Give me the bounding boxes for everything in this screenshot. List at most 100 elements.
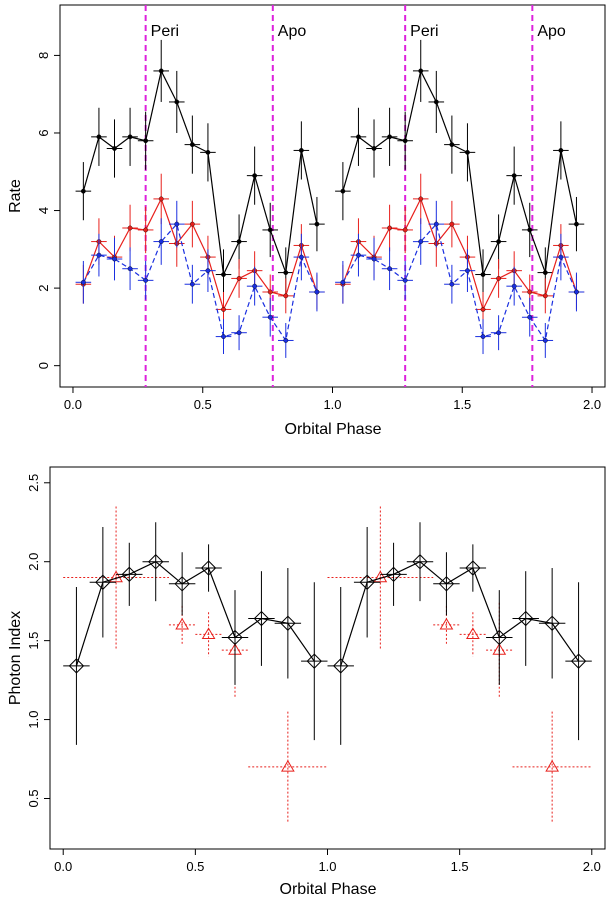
rate-x-tick-label: 0.5 <box>194 397 212 412</box>
photon-series-line <box>340 561 580 667</box>
rate-data-point <box>267 314 273 320</box>
rate-data-point <box>127 134 133 140</box>
rate-data-point <box>96 252 102 258</box>
rate-data-point <box>205 149 211 155</box>
rate-data-point <box>356 134 361 140</box>
rate-data-point <box>558 254 564 260</box>
rate-data-point <box>143 277 149 283</box>
rate-data-point <box>340 279 346 285</box>
rate-data-point <box>298 148 304 153</box>
rate-data-point <box>527 314 533 320</box>
rate-data-point <box>402 138 408 144</box>
rate-data-point <box>205 268 211 274</box>
photon-diamond-point <box>121 566 137 583</box>
rate-data-point <box>418 239 424 244</box>
rate-data-point <box>221 334 226 339</box>
phase-marker-label: Apo <box>278 23 307 40</box>
photon-diamond-point <box>438 576 455 592</box>
rate-data-point <box>80 188 86 194</box>
rate-data-point <box>496 276 501 281</box>
rate-data-point <box>542 293 548 299</box>
photon-x-tick-label: 0.5 <box>186 859 204 874</box>
rate-data-point <box>158 68 164 74</box>
rate-series-line <box>82 69 318 277</box>
photon-red-triangle-point <box>373 570 388 583</box>
rate-data-point <box>449 281 455 287</box>
rate-x-tick-label: 1.5 <box>453 397 471 412</box>
photon-y-axis-label: Photon Index <box>7 611 24 705</box>
rate-data-point <box>387 266 392 272</box>
rate-data-point <box>371 146 377 151</box>
rate-data-point <box>236 276 242 281</box>
rate-series-line <box>82 222 318 343</box>
rate-data-point <box>542 338 548 343</box>
rate-data-point <box>283 338 289 343</box>
photon-diamond-point <box>227 629 243 646</box>
photon-diamond-point <box>253 610 270 627</box>
rate-data-point <box>558 148 564 153</box>
rate-data-point <box>465 149 470 155</box>
rate-data-point <box>433 221 439 227</box>
photon-diamond-point <box>306 653 322 669</box>
rate-data-point <box>189 281 195 287</box>
photon-plot-frame <box>49 466 606 850</box>
photon-diamond-point <box>174 576 190 592</box>
rate-data-point <box>356 252 361 258</box>
rate-data-point <box>174 221 180 227</box>
rate-data-point <box>283 270 289 275</box>
rate-data-point <box>480 307 486 312</box>
rate-data-point <box>283 293 289 299</box>
rate-data-point <box>402 277 408 283</box>
photon-y-tick-label: 2.0 <box>26 553 41 571</box>
photon-y-tick-label: 1.5 <box>26 632 41 650</box>
rate-data-point <box>465 268 470 274</box>
rate-data-point <box>158 196 164 202</box>
photon-diamond-point <box>95 574 111 590</box>
photon-y-tick-label: 1.0 <box>26 711 41 729</box>
photon-red-triangle-point <box>465 627 480 640</box>
phase-marker-label: Peri <box>151 23 179 40</box>
photon-diamond-point <box>491 629 507 646</box>
phase-marker-label: Apo <box>537 23 566 40</box>
rate-data-point <box>314 221 320 227</box>
rate-data-point <box>189 142 195 148</box>
rate-data-point <box>189 221 195 227</box>
rate-data-point <box>433 99 439 105</box>
rate-x-tick-label: 1.0 <box>323 397 341 412</box>
photon-y-tick-label: 2.5 <box>26 474 41 492</box>
rate-data-point <box>511 283 517 289</box>
phase-marker-label: Peri <box>410 23 438 40</box>
rate-chart: Rate Orbital Phase 0.0 0.5 1.0 1.5 2.0 0 2 4 6 8… <box>7 4 606 438</box>
photon-diamond-point <box>544 615 560 631</box>
photon-diamond-point <box>148 554 164 570</box>
photon-diamond-point <box>359 574 375 590</box>
rate-data-point <box>418 68 424 74</box>
rate-data-point <box>236 239 242 244</box>
photon-x-tick-label: 2.0 <box>583 859 601 874</box>
photon-diamond-point <box>570 653 587 669</box>
photon-red-triangle-point <box>439 617 454 630</box>
rate-x-tick-label: 0.0 <box>64 397 82 412</box>
rate-data-point <box>387 134 392 140</box>
photon-diamond-point <box>385 566 402 583</box>
photon-red-triangle-point <box>280 759 295 772</box>
rate-data-point <box>574 221 579 227</box>
rate-data-point <box>96 134 102 140</box>
photon-red-triangle-point <box>109 570 123 583</box>
rate-data-point <box>574 289 579 295</box>
rate-data-point <box>298 254 304 260</box>
photon-x-tick-label: 1.5 <box>451 859 469 874</box>
rate-series-line <box>342 197 578 312</box>
rate-data-point <box>371 256 377 262</box>
photon-diamond-point <box>333 658 349 674</box>
rate-data-point <box>527 289 533 295</box>
rate-x-tick-label: 2.0 <box>583 397 601 412</box>
rate-data-point <box>252 173 258 179</box>
rate-data-point <box>221 272 226 277</box>
photon-y-tick-label: 0.5 <box>26 789 41 807</box>
rate-data-point <box>127 266 133 272</box>
rate-x-axis-label: Orbital Phase <box>285 421 382 438</box>
rate-data-point <box>496 239 501 244</box>
photon-red-triangle-point <box>545 759 560 772</box>
